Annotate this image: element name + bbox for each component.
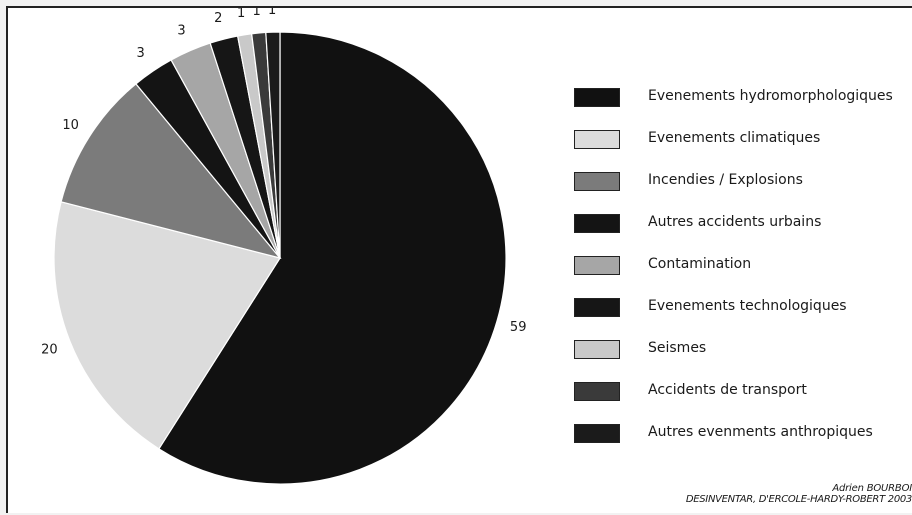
legend-swatch-4	[574, 214, 620, 233]
pie-slice-2	[53, 201, 281, 450]
pie-value-label-4: 3	[136, 46, 144, 61]
pie-value-label-8: 1	[253, 8, 261, 19]
chart-figure: 59 20 10 3 3 2 1 1 1 Evenements hydromorphologiq…	[6, 6, 912, 513]
legend-item-7: Seismes	[574, 338, 912, 362]
pie-value-label-9: 1	[268, 8, 276, 18]
credit-author: Adrien BOURBOI	[832, 483, 912, 494]
legend-label-1: Evenements hydromorphologiques	[648, 88, 893, 104]
legend-swatch-7	[574, 340, 620, 359]
legend-label-7: Seismes	[648, 340, 707, 356]
legend-item-8: Accidents de transport	[574, 380, 912, 404]
legend-item-4: Autres accidents urbains	[574, 212, 912, 236]
legend-swatch-5	[574, 256, 620, 275]
legend-swatch-9	[574, 424, 620, 443]
pie-value-label-6: 2	[214, 11, 222, 26]
pie-slice-3	[60, 83, 282, 260]
legend-item-2: Evenements climatiques	[574, 128, 912, 152]
legend-label-2: Evenements climatiques	[648, 130, 821, 146]
legend-swatch-1	[574, 88, 620, 107]
legend-swatch-8	[574, 382, 620, 401]
legend-swatch-6	[574, 298, 620, 317]
pie-slice-9	[265, 31, 281, 259]
pie-slice-1	[158, 31, 507, 485]
legend-item-3: Incendies / Explosions	[574, 170, 912, 194]
legend-label-4: Autres accidents urbains	[648, 214, 822, 230]
legend-label-8: Accidents de transport	[648, 382, 807, 398]
credit-source: DESINVENTAR, D'ERCOLE-HARDY-ROBERT 2003	[685, 494, 912, 505]
credit: Adrien BOURBOI DESINVENTAR, D'ERCOLE-HAR…	[686, 483, 912, 505]
legend-label-9: Autres evenments anthropiques	[648, 424, 873, 440]
pie-value-label-5: 3	[177, 23, 185, 38]
legend-swatch-2	[574, 130, 620, 149]
legend-item-5: Contamination	[574, 254, 912, 278]
legend-label-6: Evenements technologiques	[648, 298, 847, 314]
legend-swatch-3	[574, 172, 620, 191]
pie-value-label-3: 10	[62, 118, 79, 133]
pie-value-label-7: 1	[237, 8, 245, 21]
pie-value-label-1: 59	[510, 320, 527, 335]
legend-label-5: Contamination	[648, 256, 752, 272]
legend-label-3: Incendies / Explosions	[648, 172, 803, 188]
legend-item-6: Evenements technologiques	[574, 296, 912, 320]
legend-item-1: Evenements hydromorphologiques	[574, 86, 912, 110]
legend-item-9: Autres evenments anthropiques	[574, 422, 912, 446]
pie-value-label-2: 20	[41, 342, 58, 357]
